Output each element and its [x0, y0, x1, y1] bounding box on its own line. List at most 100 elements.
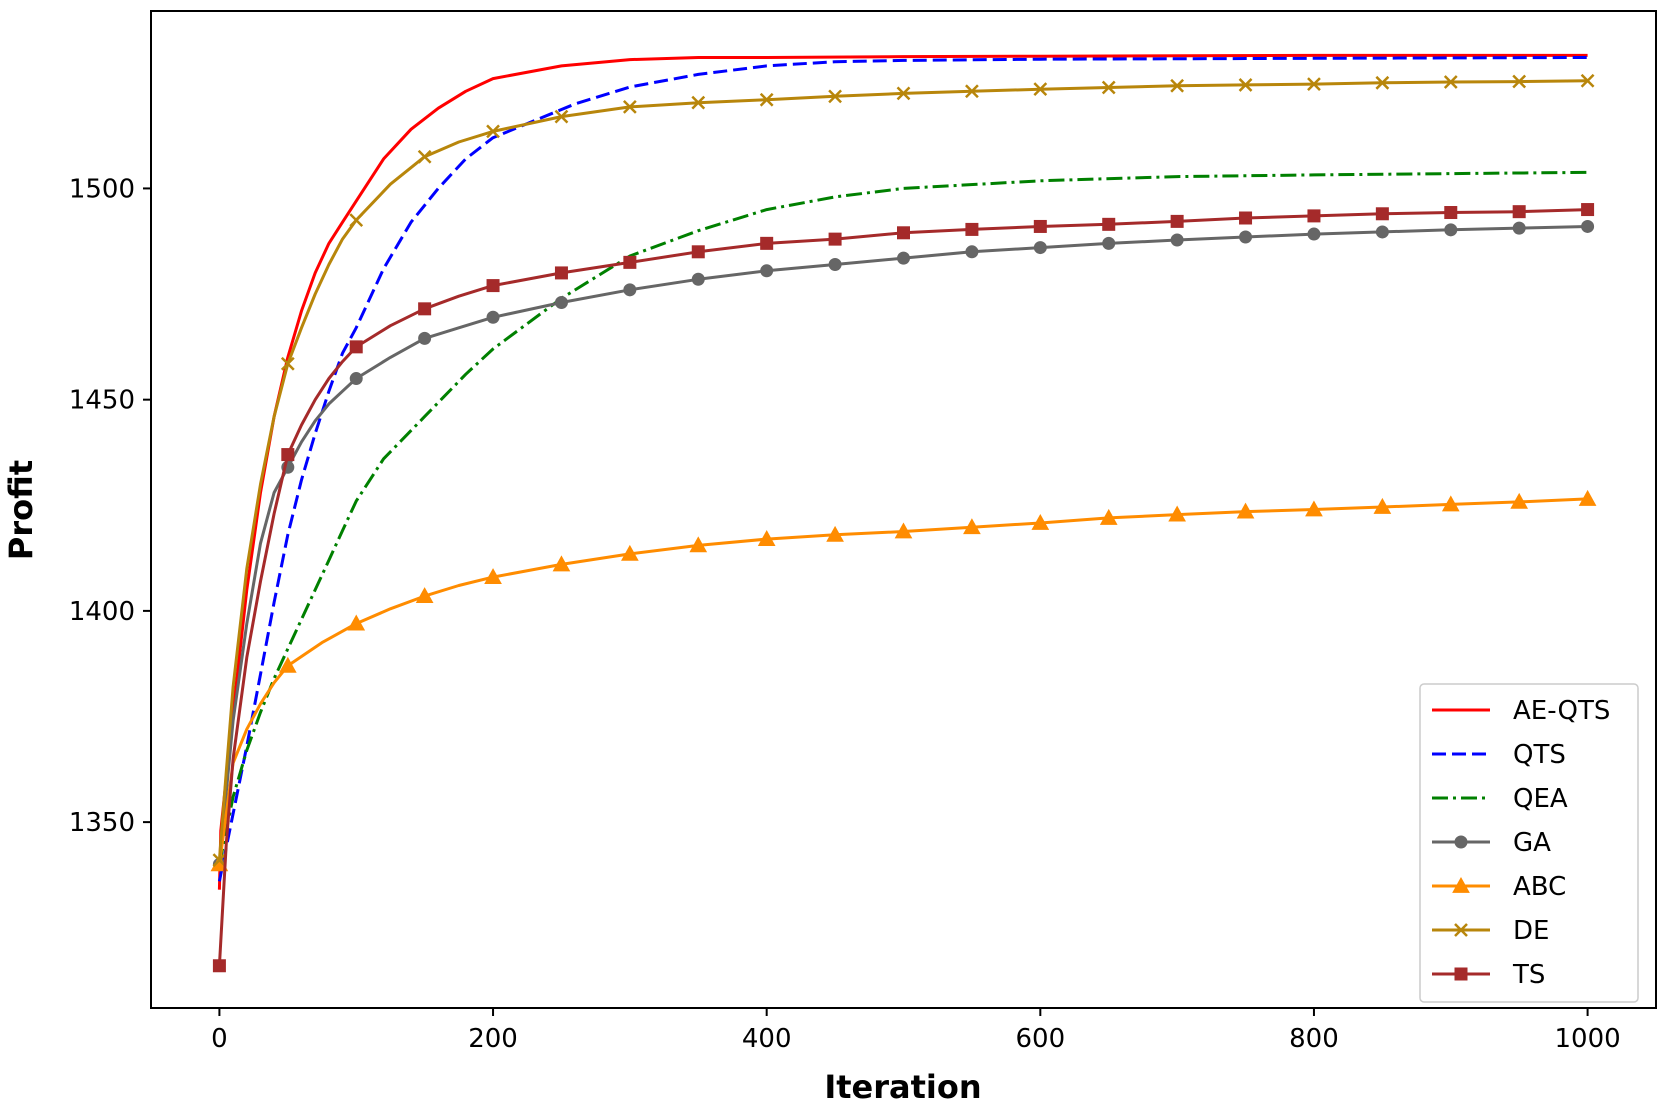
- legend-label-ga: GA: [1513, 828, 1551, 858]
- data-point-ts: [1170, 214, 1184, 228]
- data-point-ga: [623, 283, 637, 297]
- data-point-de: [417, 149, 432, 164]
- data-point-abc: [1168, 505, 1186, 522]
- y-tick-label: 1450: [69, 386, 135, 416]
- x-axis-title: Iteration: [824, 1068, 981, 1106]
- data-point-abc: [484, 568, 502, 584]
- data-point-abc: [278, 656, 297, 673]
- legend-label-de: DE: [1513, 916, 1549, 946]
- x-tick-label: 400: [742, 1024, 792, 1054]
- data-point-ga: [1444, 223, 1458, 237]
- x-axis: 0 200 400 600 800 1000: [211, 1008, 1621, 1054]
- data-point-ts: [1033, 219, 1047, 233]
- data-point-ts: [349, 340, 363, 354]
- data-point-de: [896, 86, 911, 101]
- data-point-de: [622, 100, 637, 114]
- data-point-de: [1512, 74, 1527, 89]
- data-point-de: [280, 356, 295, 371]
- x-tick-label: 800: [1289, 1024, 1339, 1054]
- data-point-ga: [486, 310, 500, 324]
- data-point-de: [1101, 80, 1116, 95]
- data-point-abc: [1373, 497, 1392, 514]
- data-point-ts: [418, 302, 432, 316]
- data-point-ts: [1375, 207, 1389, 221]
- x-tick-label: 200: [468, 1024, 518, 1054]
- series-qts: [217, 56, 1588, 882]
- series-ts: [212, 203, 1595, 973]
- data-point-ts: [1102, 217, 1116, 231]
- data-point-de: [1443, 75, 1458, 89]
- data-point-ga: [760, 264, 774, 278]
- data-point-ga: [1033, 241, 1047, 255]
- data-point-ga: [1375, 225, 1389, 239]
- data-point-ts: [691, 245, 705, 259]
- data-point-de: [1375, 75, 1390, 90]
- data-point-ga: [1307, 227, 1321, 241]
- series-line-de: [217, 79, 1588, 861]
- x-tick-label: 600: [1015, 1024, 1065, 1054]
- data-point-ts: [554, 266, 568, 280]
- data-point-ga: [418, 331, 432, 345]
- data-point-abc: [894, 522, 913, 539]
- data-point-abc: [347, 614, 366, 631]
- x-tick-label: 0: [211, 1024, 228, 1054]
- data-point-abc: [1031, 513, 1050, 530]
- plot-frame: [150, 10, 1657, 1009]
- series-ga: [212, 219, 1595, 871]
- legend: AE-QTS QTS QEA GA ABC DE TS: [1419, 683, 1639, 1003]
- data-point-abc: [1441, 495, 1460, 512]
- data-point-ts: [212, 959, 226, 973]
- y-axis: 1350 1400 1450 1500: [69, 174, 151, 838]
- data-point-ts: [965, 222, 979, 236]
- data-point-ga: [965, 245, 979, 259]
- data-point-ga: [554, 295, 568, 309]
- data-point-de: [212, 853, 227, 868]
- legend-marker-ga: [1454, 835, 1468, 849]
- data-point-de: [486, 124, 500, 139]
- data-point-ts: [486, 279, 500, 293]
- data-point-de: [554, 109, 569, 124]
- x-tick-label: 1000: [1555, 1024, 1621, 1054]
- legend-marker-abc: [1452, 876, 1470, 893]
- data-point-ts: [1307, 209, 1321, 223]
- data-point-ga: [828, 257, 842, 271]
- data-point-ts: [760, 236, 774, 250]
- data-point-ga: [897, 251, 910, 265]
- data-point-ga: [349, 372, 363, 386]
- y-axis-title: Profit: [2, 460, 40, 560]
- data-point-ga: [691, 272, 705, 286]
- legend-label-qea: QEA: [1513, 784, 1568, 814]
- data-point-abc: [826, 525, 844, 542]
- series-abc: [210, 489, 1597, 872]
- legend-label-ts: TS: [1512, 960, 1545, 990]
- data-point-de: [1170, 78, 1185, 93]
- data-point-de: [1033, 82, 1048, 97]
- series-line-qea: [217, 170, 1588, 865]
- data-point-abc: [1236, 502, 1255, 519]
- data-point-abc: [1578, 489, 1597, 506]
- data-point-abc: [415, 587, 434, 604]
- data-point-ts: [897, 226, 910, 240]
- data-point-de: [759, 92, 774, 107]
- data-point-ts: [281, 448, 295, 462]
- data-point-de: [828, 89, 842, 104]
- legend-label-qts: QTS: [1513, 740, 1566, 770]
- data-point-ga: [1512, 221, 1526, 235]
- y-tick-label: 1500: [69, 174, 135, 204]
- data-point-ga: [1581, 219, 1595, 233]
- data-point-abc: [1305, 500, 1323, 517]
- series-de: [212, 73, 1595, 868]
- series-line-qts: [217, 56, 1588, 882]
- data-point-de: [1580, 73, 1595, 88]
- data-point-de: [965, 84, 979, 99]
- series-layer: [210, 53, 1597, 973]
- data-point-ga: [1170, 233, 1184, 247]
- legend-label-ae-qts: AE-QTS: [1513, 696, 1610, 726]
- legend-marker-de: [1454, 923, 1468, 937]
- data-point-ts: [828, 232, 842, 246]
- data-point-abc: [1510, 492, 1529, 509]
- y-tick-label: 1350: [69, 808, 135, 838]
- series-qea: [217, 170, 1588, 865]
